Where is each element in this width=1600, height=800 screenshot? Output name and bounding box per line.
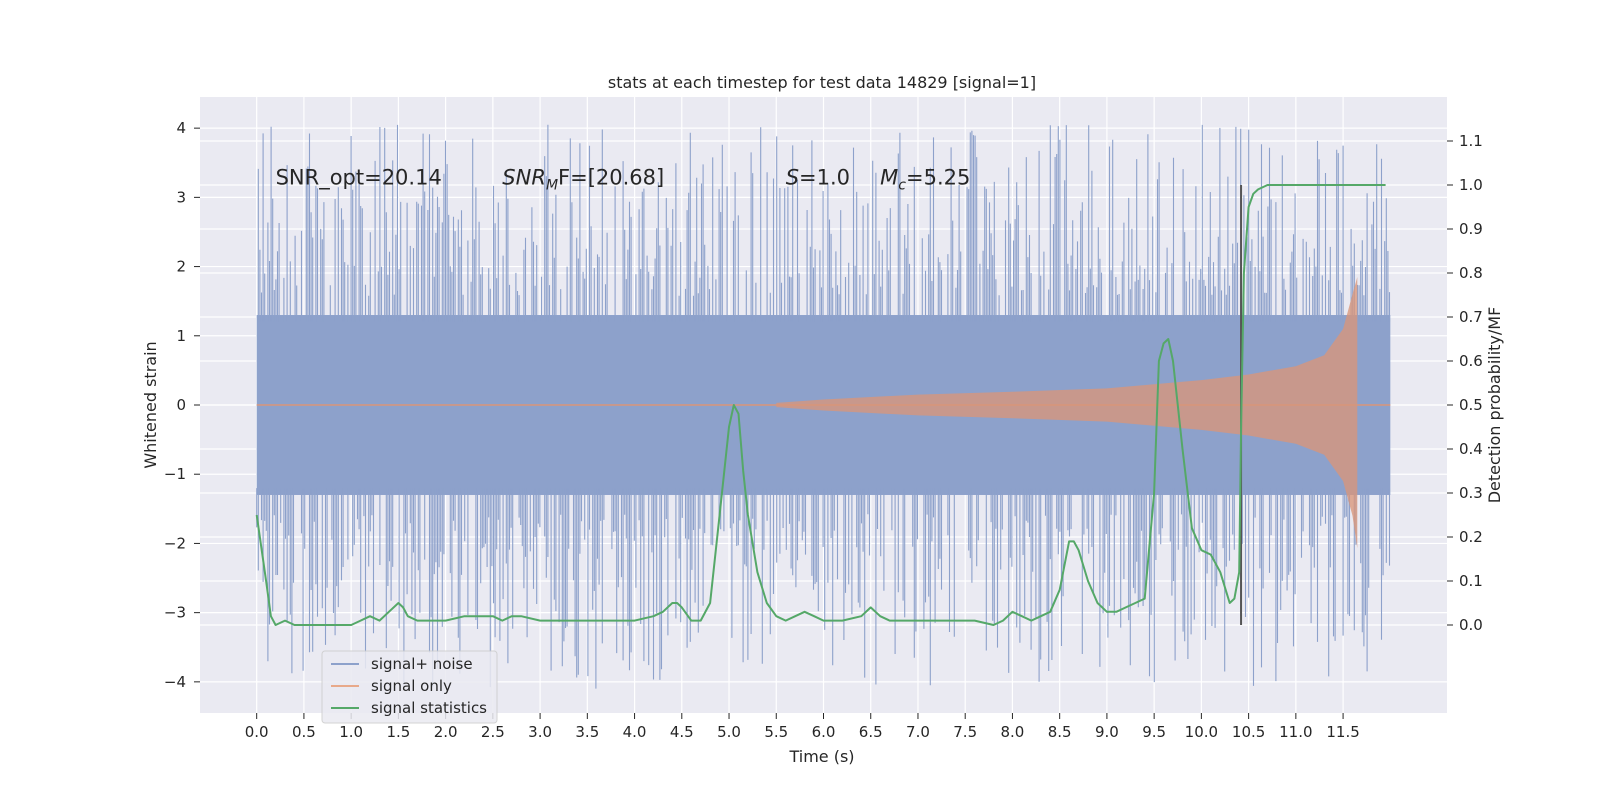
x-tick-label: 6.5 bbox=[859, 723, 883, 741]
y2-tick-label: 0.3 bbox=[1459, 484, 1483, 502]
plot-area bbox=[255, 124, 1391, 689]
y-tick-label: 3 bbox=[176, 188, 186, 206]
legend-label-stat: signal statistics bbox=[371, 699, 487, 717]
series-signal-only bbox=[256, 277, 1391, 549]
y2-tick-label: 0.9 bbox=[1459, 220, 1483, 238]
x-tick-label: 2.0 bbox=[434, 723, 458, 741]
x-tick-label: 5.5 bbox=[764, 723, 788, 741]
y-axis: 4 3 2 1 0 −1 −2 −3 −4 bbox=[164, 119, 200, 691]
y2-tick-label: 0.8 bbox=[1459, 264, 1483, 282]
y2-tick-label: 0.2 bbox=[1459, 528, 1483, 546]
y2-tick-label: 1.0 bbox=[1459, 176, 1483, 194]
x-tick-label: 8.0 bbox=[1001, 723, 1025, 741]
statistics-line bbox=[255, 184, 1386, 626]
x-tick-label: 1.5 bbox=[386, 723, 410, 741]
noise-spikes bbox=[256, 124, 1391, 689]
y2-axis-label: Detection probability/MF bbox=[1485, 307, 1504, 504]
x-tick-label: 4.5 bbox=[670, 723, 694, 741]
x-axis: 0.0 0.5 1.0 1.5 2.0 2.5 3.0 3.5 4.0 4.5 5.0 5.5 6.0 6… bbox=[245, 713, 1360, 741]
y-tick-label: −3 bbox=[164, 604, 186, 622]
y-tick-label: 1 bbox=[176, 327, 186, 345]
x-tick-label: 6.0 bbox=[812, 723, 836, 741]
x-tick-label: 10.5 bbox=[1232, 723, 1265, 741]
x-tick-label: 8.5 bbox=[1048, 723, 1072, 741]
x-tick-label: 2.5 bbox=[481, 723, 505, 741]
x-tick-label: 11.0 bbox=[1279, 723, 1312, 741]
y-axis-label: Whitened strain bbox=[141, 341, 160, 468]
x-tick-label: 7.5 bbox=[953, 723, 977, 741]
y2-axis: 1.1 1.0 0.9 0.8 0.7 0.6 0.5 0.4 0.3 0.2 0.1 0.0 bbox=[1447, 132, 1483, 634]
y2-tick-label: 0.7 bbox=[1459, 308, 1483, 326]
x-tick-label: 5.0 bbox=[717, 723, 741, 741]
x-axis-label: Time (s) bbox=[788, 747, 854, 766]
legend-box bbox=[321, 650, 498, 724]
y2-tick-label: 0.5 bbox=[1459, 396, 1483, 414]
annotation-3: Mc=5.25 bbox=[880, 166, 970, 194]
y-tick-label: 4 bbox=[176, 119, 186, 137]
y2-tick-label: 0.6 bbox=[1459, 352, 1483, 370]
y-tick-label: −2 bbox=[164, 534, 186, 552]
legend-label-signal: signal only bbox=[371, 677, 452, 695]
x-tick-label: 3.0 bbox=[528, 723, 552, 741]
x-tick-label: 9.5 bbox=[1142, 723, 1166, 741]
y2-tick-label: 0.0 bbox=[1459, 616, 1483, 634]
x-tick-label: 9.0 bbox=[1095, 723, 1119, 741]
annotation-0: SNR_opt=20.14 bbox=[276, 166, 442, 191]
annotation-1: SNRMF=[20.68] bbox=[502, 166, 664, 194]
x-tick-label: 1.0 bbox=[339, 723, 363, 741]
y2-tick-label: 1.1 bbox=[1459, 132, 1483, 150]
y-tick-label: 0 bbox=[176, 396, 186, 414]
y-tick-label: −1 bbox=[164, 465, 186, 483]
y2-tick-label: 0.4 bbox=[1459, 440, 1483, 458]
y-tick-label: −4 bbox=[164, 673, 186, 691]
x-tick-label: 0.0 bbox=[245, 723, 269, 741]
chart-title: stats at each timestep for test data 148… bbox=[608, 73, 1036, 92]
series-signal-statistics bbox=[255, 184, 1386, 626]
y2-tick-label: 0.1 bbox=[1459, 572, 1483, 590]
legend-label-noise: signal+ noise bbox=[371, 655, 473, 673]
x-tick-label: 7.0 bbox=[906, 723, 930, 741]
legend: signal+ noise signal only signal statist… bbox=[321, 650, 498, 724]
annotations: SNR_opt=20.14 SNRMF=[20.68] S=1.0 Mc=5.25 bbox=[276, 166, 971, 194]
x-tick-label: 0.5 bbox=[292, 723, 316, 741]
x-tick-label: 10.0 bbox=[1185, 723, 1218, 741]
annotation-2: S=1.0 bbox=[786, 166, 850, 190]
x-tick-label: 11.5 bbox=[1326, 723, 1359, 741]
x-tick-label: 4.0 bbox=[623, 723, 647, 741]
y-tick-label: 2 bbox=[176, 258, 186, 276]
signal-envelope bbox=[776, 277, 1358, 549]
x-tick-label: 3.5 bbox=[575, 723, 599, 741]
